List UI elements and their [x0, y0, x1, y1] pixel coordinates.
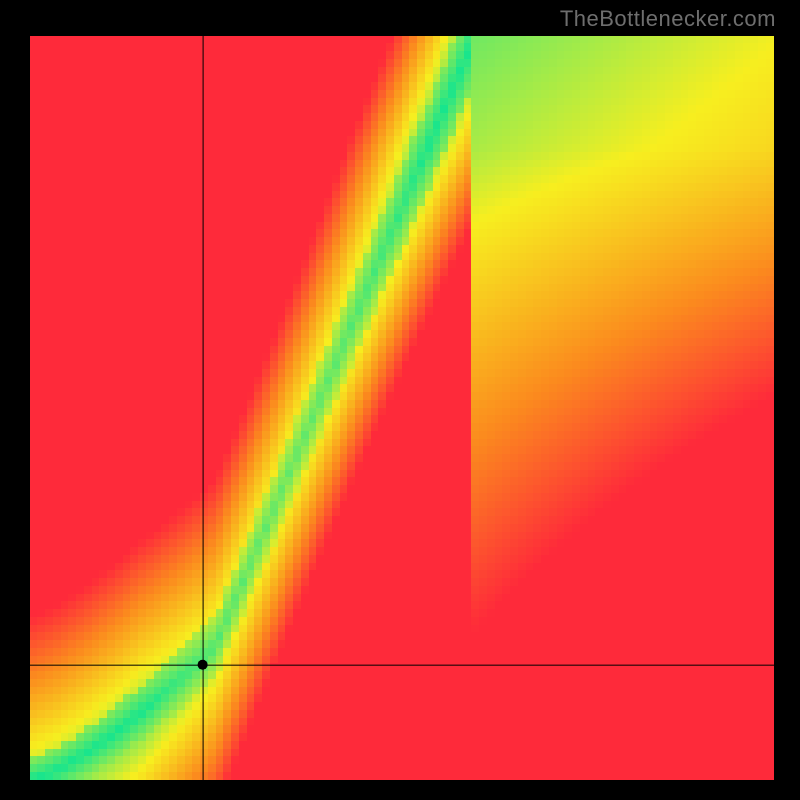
chart-container: TheBottlenecker.com — [0, 0, 800, 800]
crosshair-overlay — [30, 36, 774, 780]
watermark-text: TheBottlenecker.com — [560, 6, 776, 32]
